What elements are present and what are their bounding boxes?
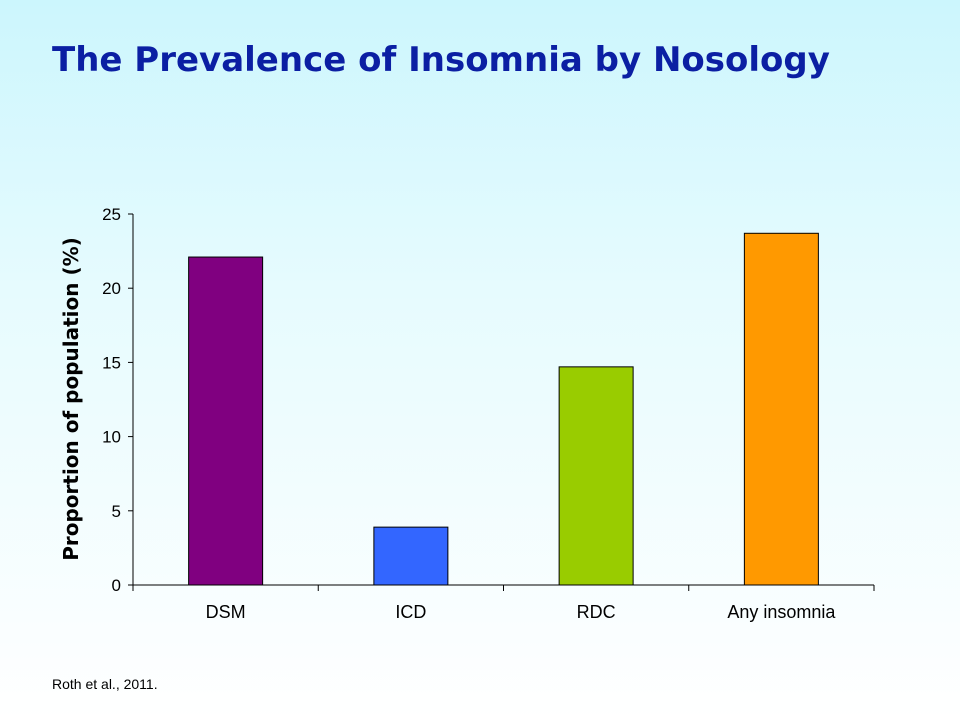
y-tick-label: 5 [112,502,121,521]
x-tick-label: RDC [577,602,616,622]
slide-title: The Prevalence of Insomnia by Nosology [52,40,830,80]
x-tick-label: Any insomnia [727,602,836,622]
bar-any-insomnia [743,232,819,586]
y-tick-label: 20 [102,279,121,298]
y-tick-label: 25 [102,205,121,224]
y-tick-label: 0 [112,576,121,595]
y-tick-label: 15 [102,353,121,372]
bar-icd [373,526,449,586]
citation: Roth et al., 2011. [52,676,158,692]
y-axis-label: Proportion of population (%) [59,237,83,561]
bar-rdc [558,366,634,586]
x-tick-label: DSM [206,602,246,622]
x-tick-label: ICD [395,602,426,622]
bar-dsm [188,256,264,586]
y-tick-label: 10 [102,428,121,447]
